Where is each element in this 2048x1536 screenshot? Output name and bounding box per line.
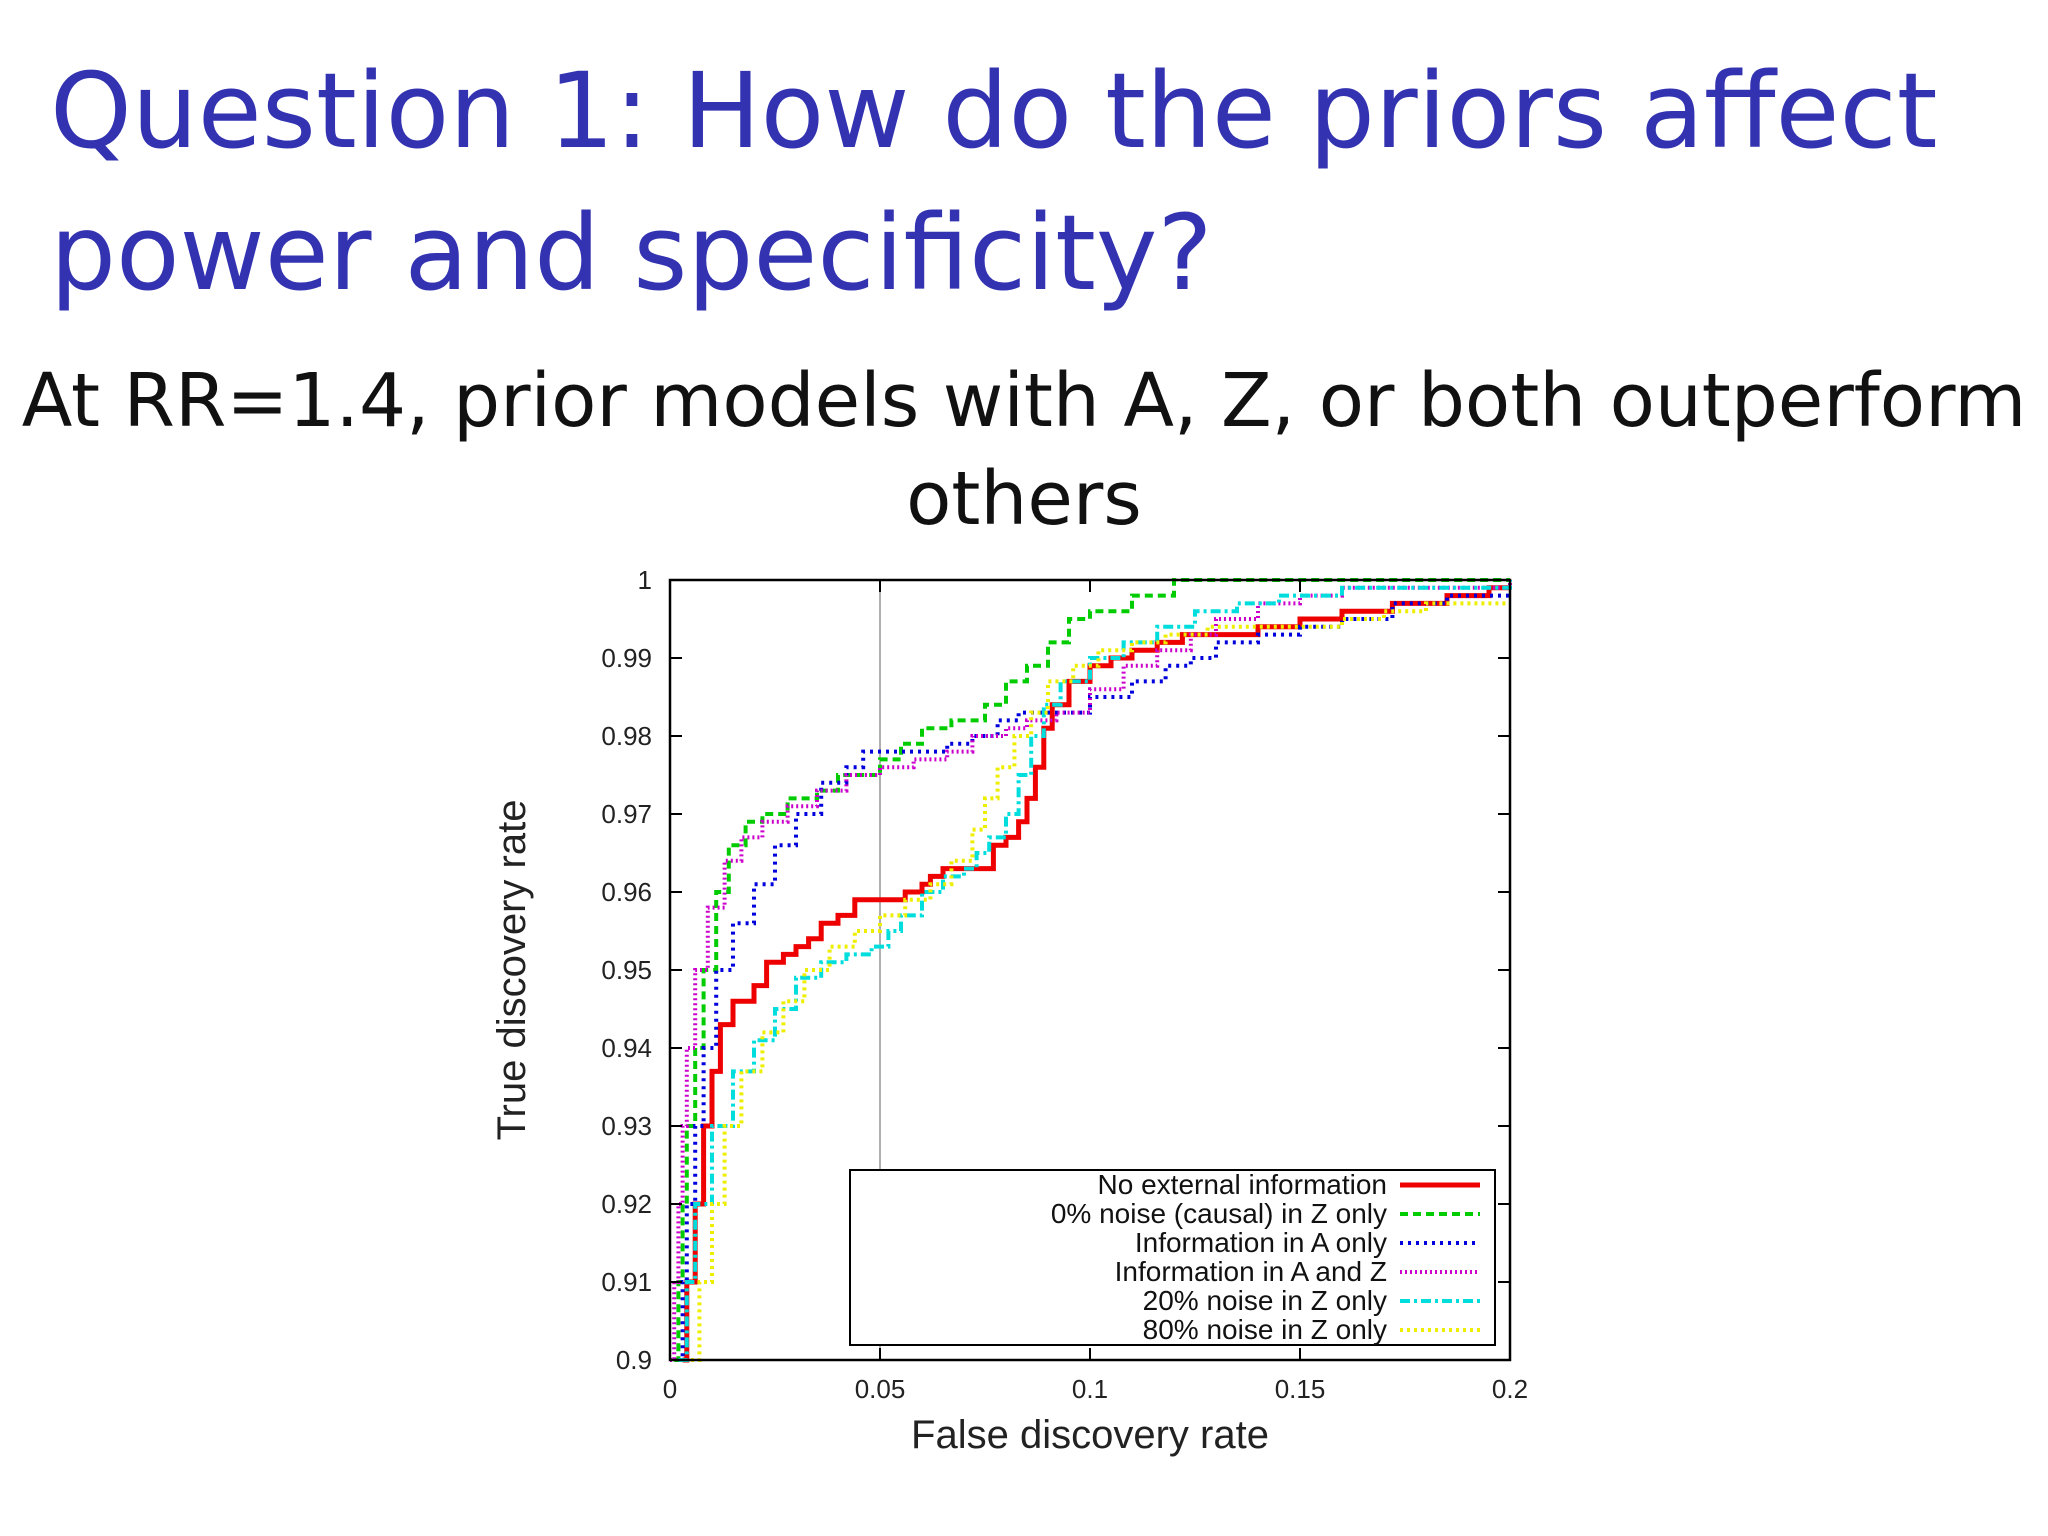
x-tick-label: 0.05 — [855, 1374, 906, 1404]
y-axis-label: True discovery rate — [490, 800, 534, 1141]
series-line-6 — [691, 601, 1510, 1362]
y-tick-label: 0.93 — [601, 1111, 652, 1141]
y-tick-label: 0.94 — [601, 1033, 652, 1063]
y-tick-label: 0.99 — [601, 643, 652, 673]
legend-label-3: Information in A only — [1135, 1227, 1387, 1258]
x-tick-label: 0.1 — [1072, 1374, 1108, 1404]
slide-subtitle: At RR=1.4, prior models with A, Z, or bo… — [21, 358, 2027, 542]
x-axis-label: False discovery rate — [911, 1413, 1269, 1457]
y-tick-label: 0.98 — [601, 721, 652, 751]
legend-box — [849, 1169, 1496, 1346]
y-tick-label: 0.95 — [601, 955, 652, 985]
series-line-2 — [674, 578, 1510, 1362]
axis-ticks: 0 0.05 0.1 0.15 0.2 0.9 0.91 0.92 0.93 0.94 0.95 0.… — [601, 565, 1528, 1404]
y-tick-label: 0.91 — [601, 1267, 652, 1297]
y-tick-label: 0.92 — [601, 1189, 652, 1219]
series-lines — [670, 578, 1512, 1363]
roc-line-chart: 0 0.05 0.1 0.15 0.2 0.9 0.91 0.92 0.93 0.94 0.95 0.… — [490, 565, 1528, 1457]
x-tick-label: 0 — [663, 1374, 677, 1404]
y-tick-label: 0.9 — [616, 1345, 652, 1375]
y-tick-label: 0.96 — [601, 877, 652, 907]
series-line-5 — [678, 580, 1512, 1362]
legend-label-4: Information in A and Z — [1115, 1256, 1387, 1287]
legend-label-2: 0% noise (causal) in Z only — [1051, 1198, 1387, 1229]
x-tick-label: 0.2 — [1492, 1374, 1528, 1404]
legend-label-6: 80% noise in Z only — [1143, 1314, 1387, 1345]
series-line-3 — [678, 593, 1510, 1362]
y-tick-label: 0.97 — [601, 799, 652, 829]
x-tick-label: 0.15 — [1275, 1374, 1326, 1404]
slide-title: Question 1: How do the priors affect pow… — [50, 50, 1938, 314]
legend-label-1: No external information — [1098, 1169, 1387, 1200]
y-tick-label: 1 — [638, 565, 652, 595]
legend-label-5: 20% noise in Z only — [1143, 1285, 1387, 1316]
